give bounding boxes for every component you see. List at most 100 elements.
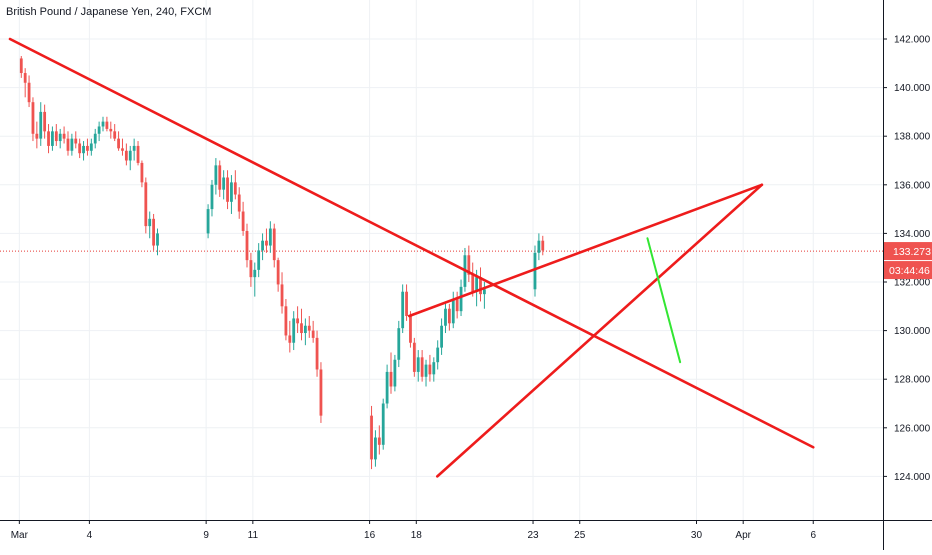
candle-body xyxy=(405,291,408,317)
candle-body xyxy=(280,284,284,307)
candle xyxy=(436,340,440,370)
candle xyxy=(307,316,311,338)
y-tick-label: 128.000 xyxy=(894,375,931,386)
candle-body xyxy=(148,218,152,227)
candle-body xyxy=(284,306,288,336)
candle xyxy=(268,221,272,253)
candle-body xyxy=(385,371,389,404)
candle-body xyxy=(39,111,43,139)
candle-body xyxy=(397,328,401,360)
candle xyxy=(276,257,280,292)
descending-trendline[interactable] xyxy=(8,37,815,449)
candle-body xyxy=(537,240,541,253)
candle xyxy=(226,170,229,210)
candle xyxy=(537,233,541,261)
candle-body xyxy=(467,255,471,275)
candle xyxy=(70,133,74,156)
candle-body xyxy=(265,240,268,246)
candle-body xyxy=(62,133,66,139)
candle xyxy=(416,350,420,382)
x-tick-label: 9 xyxy=(203,530,209,541)
candle xyxy=(78,138,82,159)
candle-body xyxy=(117,138,120,149)
candle xyxy=(86,138,89,156)
candle-body xyxy=(459,286,463,312)
bar-countdown-badge xyxy=(884,261,932,280)
x-tick-label: 16 xyxy=(364,530,376,541)
candle xyxy=(370,405,373,470)
candle xyxy=(89,138,93,156)
candle xyxy=(482,282,486,309)
candle xyxy=(397,320,401,368)
candle xyxy=(237,187,241,219)
candle xyxy=(412,337,416,377)
candle-body xyxy=(424,364,428,377)
candle-body xyxy=(93,133,97,144)
candle-body xyxy=(482,289,486,295)
candle-body xyxy=(416,357,420,372)
candle xyxy=(451,291,455,329)
candle-body xyxy=(268,228,272,246)
candle xyxy=(19,56,23,78)
candle xyxy=(233,170,237,200)
drawing-layer[interactable] xyxy=(8,37,815,478)
candle xyxy=(245,223,249,268)
rising-wedge-upper-line[interactable] xyxy=(407,183,764,318)
candle xyxy=(288,320,292,353)
candle xyxy=(479,267,482,302)
candle-body xyxy=(541,240,545,251)
x-tick-label: 23 xyxy=(527,530,539,541)
candle-body xyxy=(82,145,85,154)
x-tick-label: Apr xyxy=(735,530,751,541)
candle xyxy=(214,158,218,195)
candle xyxy=(74,131,78,149)
y-tick-label: 136.000 xyxy=(894,180,931,191)
candle xyxy=(156,228,159,256)
y-tick-label: 140.000 xyxy=(894,83,931,94)
candle xyxy=(261,233,264,261)
candle-body xyxy=(389,371,393,387)
candle-body xyxy=(74,138,78,144)
candle-body xyxy=(23,73,27,83)
rising-wedge-lower-line[interactable] xyxy=(436,183,764,478)
candle-body xyxy=(89,143,93,151)
candle-body xyxy=(233,182,237,195)
last-price-badge xyxy=(884,242,932,261)
candle xyxy=(296,306,299,334)
candle-body xyxy=(393,359,397,387)
y-tick-label: 124.000 xyxy=(894,472,931,483)
candle-body xyxy=(66,138,70,151)
candle xyxy=(257,243,261,278)
candle-body xyxy=(370,415,373,460)
candle xyxy=(43,104,47,139)
x-tick-label: 11 xyxy=(248,530,259,541)
candle-body xyxy=(475,277,479,292)
candle-body xyxy=(412,342,416,372)
candle xyxy=(124,143,128,166)
candle-body xyxy=(471,274,475,292)
candle xyxy=(144,177,148,234)
candle-body xyxy=(241,211,245,231)
candle-body xyxy=(113,131,117,139)
x-tick-label: 4 xyxy=(87,530,93,541)
candle-body xyxy=(296,318,299,324)
candle-body xyxy=(101,121,105,127)
candle-body xyxy=(455,299,459,312)
candle-body xyxy=(230,182,233,202)
candle xyxy=(533,245,537,297)
candle xyxy=(272,223,276,268)
projected-drop-line[interactable] xyxy=(646,237,682,364)
candle-body xyxy=(409,316,412,343)
candle-body xyxy=(19,58,23,74)
candle xyxy=(206,204,210,239)
candle xyxy=(319,362,323,423)
candle-body xyxy=(479,277,482,295)
candle xyxy=(105,116,109,132)
candle xyxy=(444,301,447,334)
candle-body xyxy=(152,218,156,246)
candle xyxy=(93,128,97,149)
candle-body xyxy=(447,308,451,324)
